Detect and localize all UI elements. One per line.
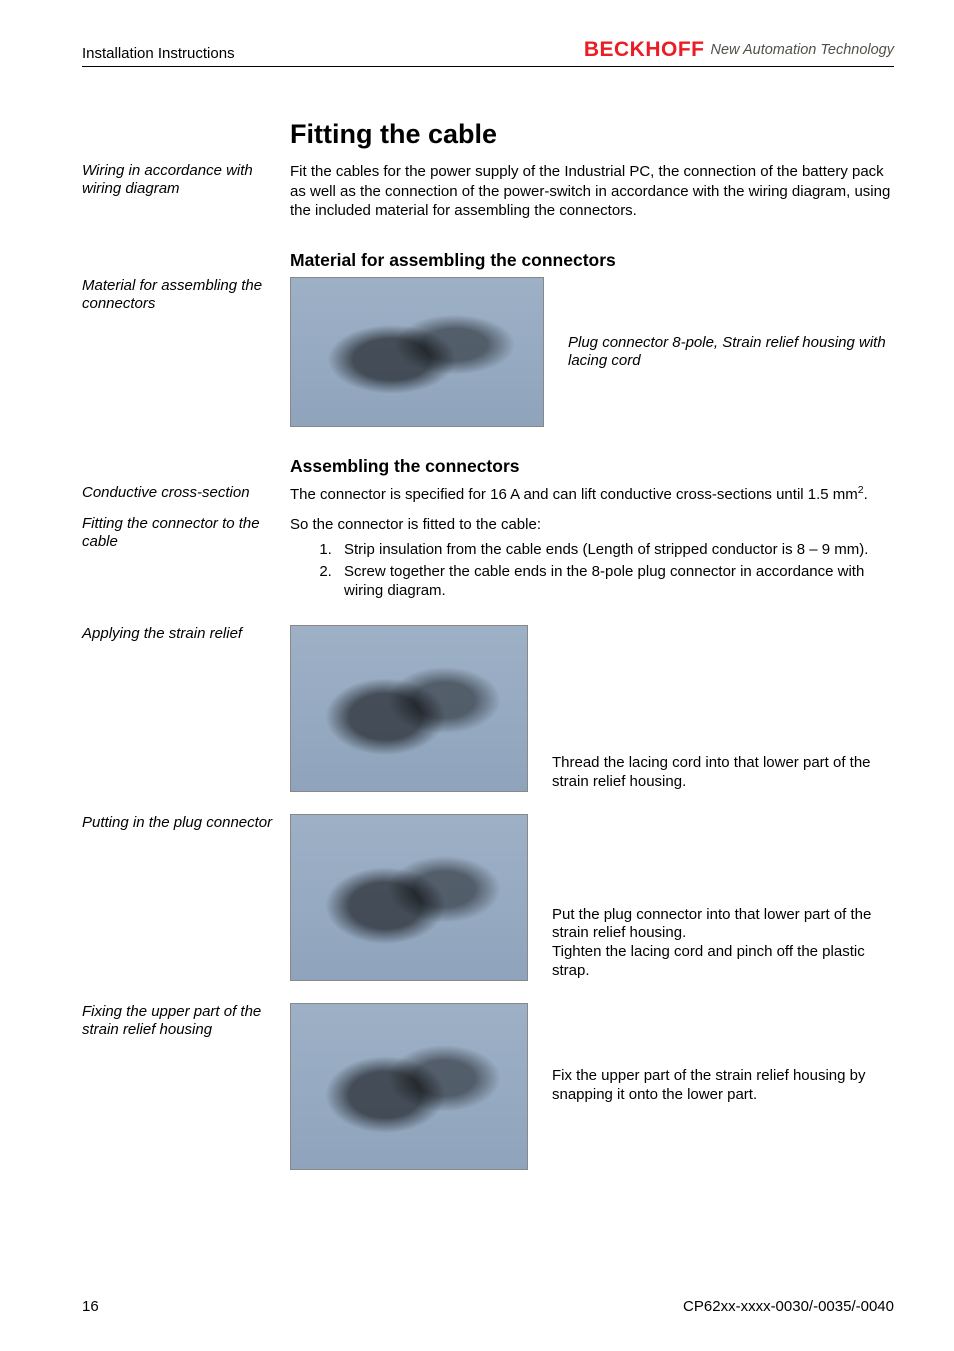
side-empty bbox=[82, 243, 290, 278]
strain-relief-image bbox=[290, 625, 528, 792]
side-note-fitting: Fitting the connector to the cable bbox=[82, 515, 290, 603]
side-empty bbox=[82, 117, 290, 162]
fitting-intro: So the connector is fitted to the cable: bbox=[290, 515, 894, 535]
side-note-material: Material for assembling the connectors bbox=[82, 277, 290, 427]
cross-section-suffix: . bbox=[864, 486, 868, 503]
housing-fixing-image bbox=[290, 1003, 528, 1170]
material-image-row: Plug connector 8-pole, Strain relief hou… bbox=[290, 277, 894, 427]
material-heading-cell: Material for assembling the connectors bbox=[290, 243, 894, 278]
cross-section-body: The connector is specified for 16 A and … bbox=[290, 484, 894, 505]
cross-section-prefix: The connector is specified for 16 A and … bbox=[290, 486, 858, 503]
material-caption: Plug connector 8-pole, Strain relief hou… bbox=[568, 334, 894, 372]
brand-name: BECKHOFF bbox=[584, 38, 705, 62]
putting-body: Put the plug connector into that lower p… bbox=[552, 906, 894, 981]
putting-body-2: Tighten the lacing cord and pinch off th… bbox=[552, 943, 894, 981]
title-cell: Fitting the cable bbox=[290, 117, 894, 162]
side-note-cross-section: Conductive cross-section bbox=[82, 484, 290, 505]
fitting-body: So the connector is fitted to the cable:… bbox=[290, 515, 894, 603]
page-footer: 16 CP62xx-xxxx-0030/-0035/-0040 bbox=[82, 1298, 894, 1315]
side-note-strain: Applying the strain relief bbox=[82, 625, 290, 792]
brand-logo: BECKHOFF New Automation Technology bbox=[584, 38, 894, 62]
plug-connector-image bbox=[290, 814, 528, 981]
putting-row: Put the plug connector into that lower p… bbox=[290, 814, 894, 981]
fitting-step: Screw together the cable ends in the 8-p… bbox=[336, 562, 894, 601]
brand-tagline: New Automation Technology bbox=[710, 42, 894, 58]
side-note-putting: Putting in the plug connector bbox=[82, 814, 290, 981]
putting-body-1: Put the plug connector into that lower p… bbox=[552, 906, 894, 944]
fixing-row: Fix the upper part of the strain relief … bbox=[290, 1003, 894, 1170]
side-note-fixing: Fixing the upper part of the strain reli… bbox=[82, 1003, 290, 1170]
header-section-title: Installation Instructions bbox=[82, 45, 235, 62]
intro-body: Fit the cables for the power supply of t… bbox=[290, 162, 894, 221]
assembling-heading-cell: Assembling the connectors bbox=[290, 449, 894, 484]
fitting-steps-list: Strip insulation from the cable ends (Le… bbox=[336, 540, 894, 601]
side-empty bbox=[82, 449, 290, 484]
fitting-step: Strip insulation from the cable ends (Le… bbox=[336, 540, 894, 560]
page-title: Fitting the cable bbox=[290, 117, 894, 152]
assembling-heading: Assembling the connectors bbox=[290, 455, 894, 478]
page-number: 16 bbox=[82, 1298, 99, 1315]
material-heading: Material for assembling the connectors bbox=[290, 249, 894, 272]
page-header: Installation Instructions BECKHOFF New A… bbox=[82, 38, 894, 67]
side-note-wiring: Wiring in accordance with wiring diagram bbox=[82, 162, 290, 221]
content-grid: Fitting the cable Wiring in accordance w… bbox=[82, 117, 894, 1170]
strain-body: Thread the lacing cord into that lower p… bbox=[552, 754, 894, 792]
fixing-body: Fix the upper part of the strain relief … bbox=[552, 1067, 894, 1105]
page: Installation Instructions BECKHOFF New A… bbox=[0, 0, 954, 1351]
strain-row: Thread the lacing cord into that lower p… bbox=[290, 625, 894, 792]
connector-material-image bbox=[290, 277, 544, 427]
doc-id: CP62xx-xxxx-0030/-0035/-0040 bbox=[683, 1298, 894, 1315]
